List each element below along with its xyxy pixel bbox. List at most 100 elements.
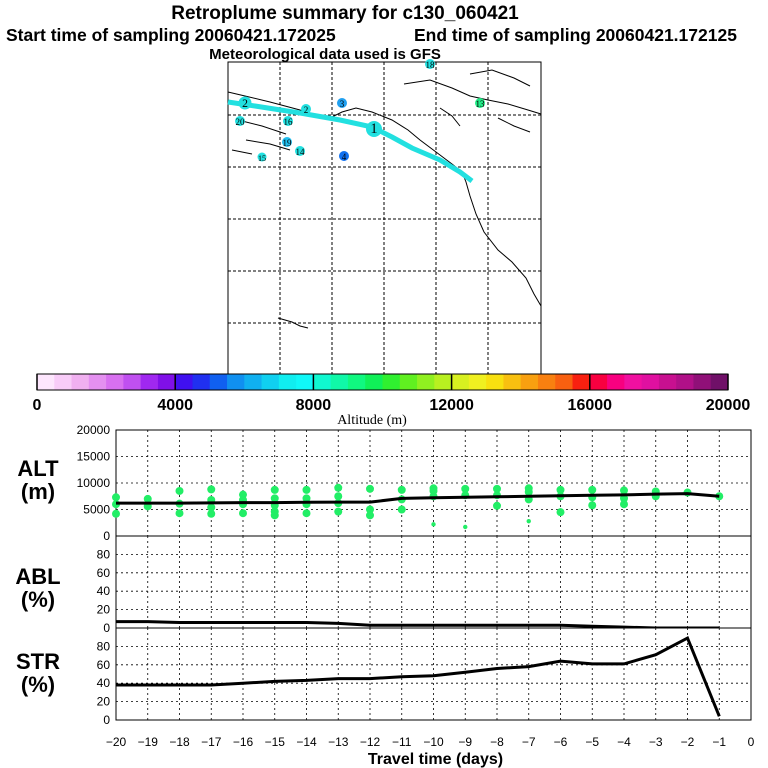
map-marker-label: 19 [283,138,293,148]
alt-point [207,509,216,518]
colorbar-segment [486,374,504,390]
colorbar-segment [106,374,124,390]
map-marker-dot [257,152,267,162]
alt-point [270,485,279,494]
start-time-label: Start time of sampling 20060421.172025 [6,25,336,45]
series-line [116,620,720,630]
colorbar-tick-label: 0 [33,397,42,414]
abl-axis-label: ABL (%) [15,564,61,612]
alt-point [524,488,533,497]
alt-point [112,509,120,518]
colorbar-segment [676,374,694,390]
alt-point [112,493,120,502]
y-tick-label: 0 [103,621,110,635]
str-axis-label: STR (%) [16,649,60,697]
alt-point [175,486,184,495]
map-marker-dot [282,137,292,147]
map-marker-dot [235,116,245,126]
x-tick-label: −17 [201,735,222,749]
colorbar-segment [227,374,245,390]
colorbar-segment [278,374,297,390]
altitude-colorbar: 0 4000 8000 12000 16000 20000 [33,373,750,414]
colorbar-segment [157,374,176,390]
x-tick-label: −9 [458,735,472,749]
colorbar-segment [140,374,159,390]
x-tick-label: −5 [585,735,599,749]
colorbar-segment [261,374,280,390]
colorbar-segment [88,374,107,390]
y-tick-label: 15000 [77,450,111,464]
x-tick-label: −6 [554,735,568,749]
colorbar-tick-label: 4000 [157,397,193,414]
colorbar-segment [658,374,677,390]
alt-point [334,507,343,516]
x-tick-label: −12 [360,735,381,749]
y-tick-label: 80 [97,547,111,561]
x-tick-label: −15 [265,735,286,749]
colorbar-segment [468,374,487,390]
map-marker-label: 2 [242,97,248,110]
map-marker-dot [339,151,349,161]
map-marker-label: 1 [370,121,377,137]
colorbar-segment [192,374,211,390]
alt-point [270,494,279,503]
end-time-label: End time of sampling 20060421.172125 [414,25,737,45]
series-line [116,636,721,717]
colorbar-segment [520,374,539,390]
y-tick-label: 60 [97,658,111,672]
alt-point [526,518,531,524]
map-markers: 1 2 2 3 4 13 14 15 16 19 20 18 [235,59,485,163]
map-marker-label: 14 [296,147,306,157]
colorbar-segment [417,374,435,390]
alt-point [620,500,628,509]
alt-point [556,485,565,494]
alt-point [493,484,501,493]
alt-point [431,522,436,527]
panel-1: 0 5000 10000 15000 20000 [77,423,752,543]
map-marker-label: 3 [340,99,345,109]
colorbar-segment [572,374,591,390]
y-tick-label: 60 [97,566,111,580]
alt-point [556,508,565,517]
y-tick-label: 20 [97,603,111,617]
map-marker-dot [283,116,293,126]
panel-2: 0 20 40 60 80 [97,535,752,635]
colorbar-segment [641,374,660,390]
colorbar-segment [537,374,556,390]
met-data-label: Meteorological data used is GFS [209,46,441,63]
map-marker-label: 2 [304,105,309,115]
colorbar-segment [347,374,366,390]
alt-point [620,486,628,495]
colorbar-segment [37,374,55,390]
map-marker-dot [425,59,435,69]
map-marker-dot [337,98,347,108]
alt-point [493,501,501,510]
y-tick-label: 40 [97,584,111,598]
chart-title: Retroplume summary for c130_060421 [171,3,519,24]
x-tick-label: −10 [423,735,444,749]
y-tick-label: 40 [97,676,111,690]
x-tick-label: −2 [681,735,695,749]
alt-point [302,494,311,503]
x-tick-label: −14 [296,735,317,749]
map-marker-label: 4 [342,152,347,162]
alt-point [334,483,343,492]
y-tick-label: 20000 [77,423,111,437]
y-tick-label: 5000 [83,503,110,517]
colorbar-segment [693,374,712,390]
map-marker-dot [301,104,311,114]
x-tick-label: −18 [169,735,190,749]
y-tick-label: 0 [103,529,110,543]
colorbar-segment [503,374,522,390]
x-tick-label: −20 [106,735,127,749]
x-tick-label: −11 [392,735,412,749]
map-panel: 1 2 2 3 4 13 14 15 16 19 20 18 [227,59,542,376]
colorbar-segment [54,374,73,390]
colorbar-tick-label: 8000 [296,397,332,414]
colorbar-segment [624,374,643,390]
map-marker-dot [238,96,252,110]
x-tick-label: −7 [522,735,536,749]
colorbar-title: Altitude (m) [337,413,407,428]
colorbar-segment [365,374,383,390]
